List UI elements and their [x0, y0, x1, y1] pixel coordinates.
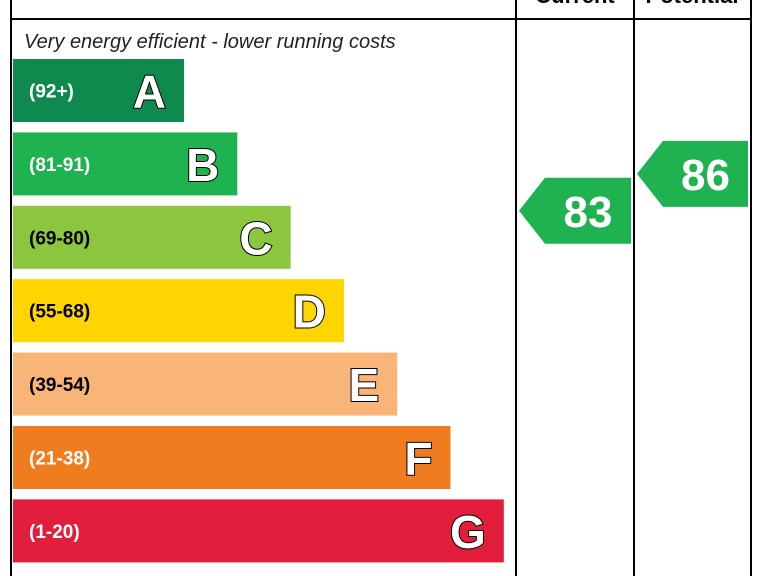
band-letter-a: A — [133, 66, 166, 118]
band-bar-f — [13, 426, 451, 489]
band-letter-e: E — [349, 359, 380, 411]
band-range-f: (21-38) — [29, 449, 90, 470]
rating-arrow-current — [519, 177, 631, 244]
band-range-a: (92+) — [29, 82, 74, 103]
band-letter-g: G — [450, 506, 486, 558]
rating-value-potential: 86 — [681, 151, 730, 200]
band-range-d: (55-68) — [29, 302, 90, 323]
band-range-e: (39-54) — [29, 375, 90, 396]
band-bar-g — [13, 499, 504, 563]
band-bar-e — [13, 352, 398, 416]
band-bar-b — [13, 132, 238, 196]
band-range-g: (1-20) — [29, 522, 80, 543]
rating-bands: (92+) A (81-91) B (69-80) C (55-68) D (39-54) E (2… — [13, 59, 504, 563]
header-potential: Potential — [646, 0, 739, 8]
rating-value-current: 83 — [564, 188, 613, 237]
band-letter-f: F — [404, 433, 432, 485]
band-bar-d — [13, 279, 344, 343]
chart-frame — [10, 0, 752, 576]
header-current: Current — [535, 0, 615, 8]
band-range-c: (69-80) — [29, 228, 90, 249]
rating-indicators: 83 86 — [519, 140, 748, 244]
band-letter-c: C — [239, 212, 272, 264]
band-letter-b: B — [186, 139, 219, 191]
rating-arrow-potential — [637, 140, 748, 207]
efficiency-caption: Very energy efficient - lower running co… — [24, 31, 396, 53]
band-bar-a — [13, 59, 184, 122]
band-bar-c — [13, 205, 291, 269]
band-letter-d: D — [293, 286, 326, 338]
band-range-b: (81-91) — [29, 155, 90, 176]
